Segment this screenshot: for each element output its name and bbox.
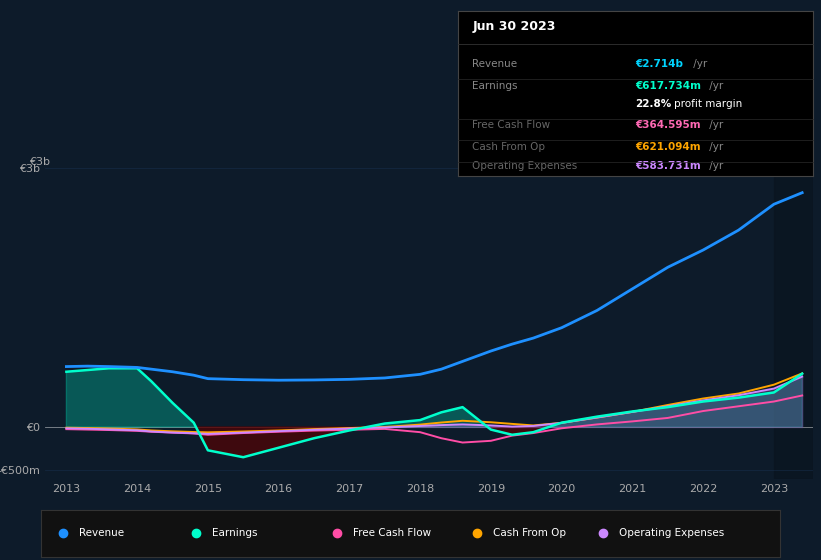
Text: Revenue: Revenue	[80, 529, 125, 538]
Text: €583.731m: €583.731m	[635, 161, 701, 171]
Text: €2.714b: €2.714b	[635, 59, 683, 69]
Text: €364.595m: €364.595m	[635, 120, 701, 130]
Text: Operating Expenses: Operating Expenses	[619, 529, 724, 538]
Text: profit margin: profit margin	[675, 99, 743, 109]
Text: Earnings: Earnings	[213, 529, 258, 538]
Text: 22.8%: 22.8%	[635, 99, 672, 109]
Text: /yr: /yr	[706, 120, 723, 130]
Text: €3b: €3b	[29, 157, 50, 167]
Text: Earnings: Earnings	[472, 81, 518, 91]
Text: Revenue: Revenue	[472, 59, 517, 69]
Text: Cash From Op: Cash From Op	[493, 529, 566, 538]
Text: Jun 30 2023: Jun 30 2023	[472, 20, 556, 32]
Text: Operating Expenses: Operating Expenses	[472, 161, 577, 171]
Text: €621.094m: €621.094m	[635, 142, 701, 152]
Text: /yr: /yr	[706, 81, 723, 91]
Text: /yr: /yr	[706, 161, 723, 171]
Text: /yr: /yr	[690, 59, 708, 69]
Text: €617.734m: €617.734m	[635, 81, 701, 91]
Text: Cash From Op: Cash From Op	[472, 142, 545, 152]
Text: Free Cash Flow: Free Cash Flow	[353, 529, 431, 538]
Text: /yr: /yr	[706, 142, 723, 152]
Text: Free Cash Flow: Free Cash Flow	[472, 120, 550, 130]
Bar	[774, 168, 813, 479]
